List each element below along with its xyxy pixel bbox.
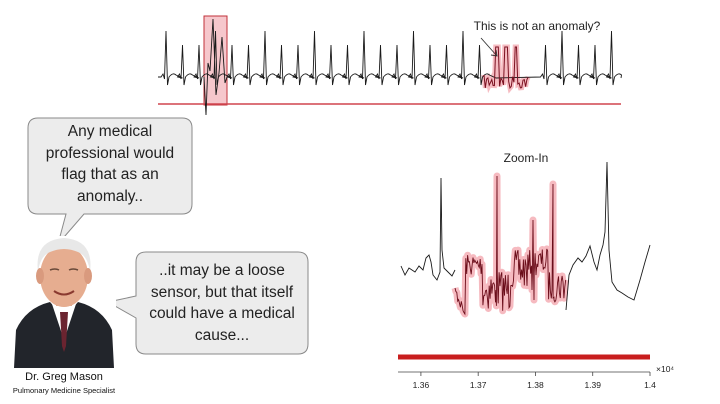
annotation-arrow <box>480 37 498 57</box>
overview-noisy-segment <box>483 46 529 90</box>
x-tick-label: 1.39 <box>584 380 601 390</box>
zoom-chart: Zoom-In 1.36 1.37 1.38 1.39 1.4 ×10⁴ <box>398 151 674 390</box>
zoom-noisy-segment <box>454 175 567 316</box>
x-axis-exponent: ×10⁴ <box>656 364 674 374</box>
person-name: Dr. Greg Mason <box>25 371 103 383</box>
overview-chart: This is not an anomaly? <box>158 15 622 116</box>
zoom-ecg-trace <box>400 161 651 311</box>
x-tick-label: 1.38 <box>527 380 544 390</box>
anomaly-highlight-box <box>203 15 228 106</box>
person-title: Pulmonary Medicine Specialist <box>12 386 116 395</box>
x-tick-label: 1.37 <box>470 380 487 390</box>
left-speech-bubble <box>27 117 193 245</box>
annotation-text: This is not an anomaly? <box>474 19 601 33</box>
zoom-title: Zoom-In <box>504 151 549 165</box>
left-bubble-text: Any medical professional would flag that… <box>45 123 175 205</box>
x-tick-label: 1.4 <box>644 380 656 390</box>
avatar <box>12 236 116 368</box>
right-speech-bubble <box>106 251 309 355</box>
right-bubble-text: ..it may be a loose sensor, but that its… <box>149 262 295 344</box>
x-axis-ticks: 1.36 1.37 1.38 1.39 1.4 <box>413 372 656 390</box>
overview-ecg-trace <box>158 18 622 116</box>
x-tick-label: 1.36 <box>413 380 430 390</box>
annotation-arrowhead <box>490 49 498 57</box>
